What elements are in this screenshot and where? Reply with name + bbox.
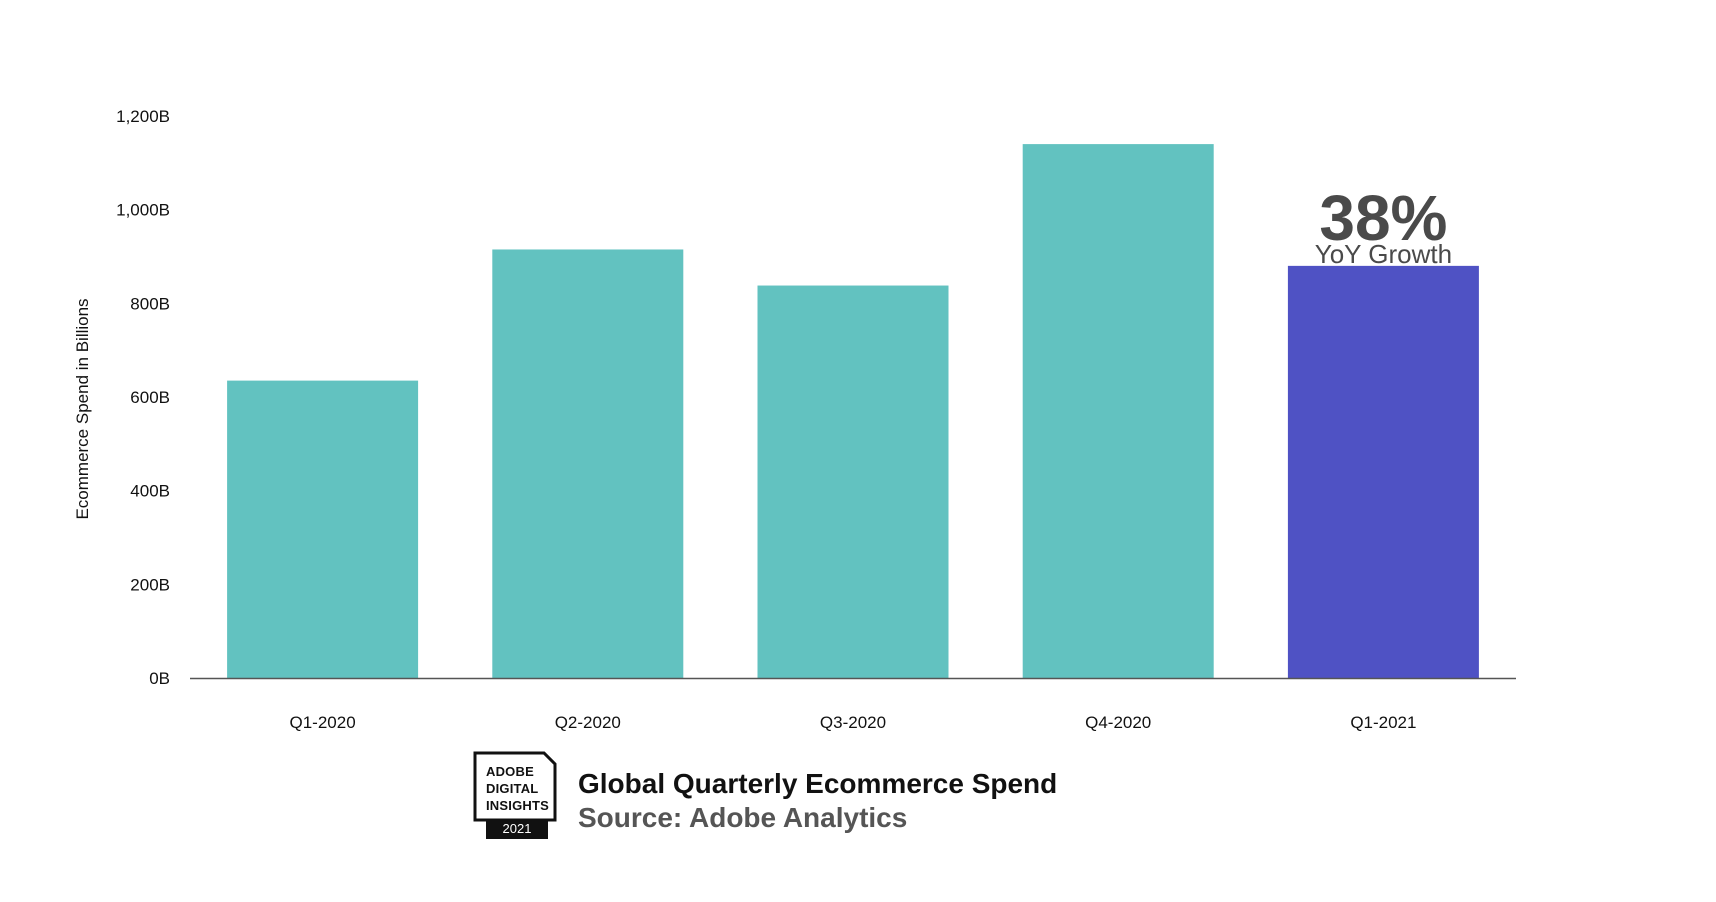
badge-frame-icon [473, 751, 557, 822]
x-tick-label: Q3-2020 [820, 713, 886, 732]
y-tick-label: 200B [130, 575, 170, 594]
y-tick-label: 600B [130, 388, 170, 407]
bar-chart-svg: Ecommerce Spend in Billions 0B 200B 400B 60… [73, 107, 1516, 732]
badge-line-3: INSIGHTS [486, 798, 549, 813]
y-tick-label: 0B [149, 669, 170, 688]
chart-title: Global Quarterly Ecommerce Spend [578, 768, 1058, 799]
y-tick-label: 1,200B [116, 107, 170, 126]
x-tick-label: Q2-2020 [555, 713, 621, 732]
annotation-label: YoY Growth [1315, 239, 1452, 269]
bar-q2-2020 [492, 249, 684, 678]
badge-year: 2021 [486, 819, 548, 839]
adobe-digital-insights-badge: ADOBE DIGITAL INSIGHTS 2021 [472, 750, 560, 840]
chart-footer: ADOBE DIGITAL INSIGHTS 2021 Global Quart… [472, 750, 1057, 850]
x-tick-label: Q4-2020 [1085, 713, 1151, 732]
x-tick-label: Q1-2020 [290, 713, 356, 732]
annotation-value: 38% [1319, 182, 1447, 254]
bar-q4-2020 [1022, 144, 1214, 679]
y-tick-label: 1,000B [116, 201, 170, 220]
chart-source: Source: Adobe Analytics [578, 802, 908, 833]
y-axis-title: Ecommerce Spend in Billions [73, 298, 92, 519]
x-tick-label: Q1-2021 [1350, 713, 1416, 732]
footer-text: Global Quarterly Ecommerce Spend Source:… [578, 767, 1057, 835]
bar-q1-2021 [1287, 265, 1479, 678]
badge-line-1: ADOBE [486, 764, 534, 779]
badge-line-2: DIGITAL [486, 781, 539, 796]
y-tick-label: 800B [130, 294, 170, 313]
badge-text: ADOBE DIGITAL INSIGHTS [486, 763, 549, 814]
y-tick-label: 400B [130, 482, 170, 501]
bar-q1-2020 [227, 380, 419, 678]
bar-q3-2020 [757, 285, 949, 678]
